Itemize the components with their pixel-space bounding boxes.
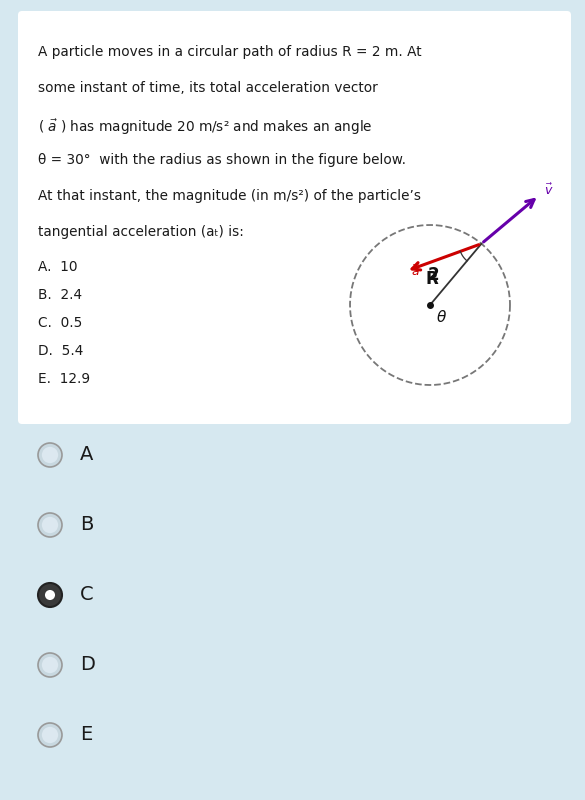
Circle shape (38, 513, 62, 537)
Text: E.  12.9: E. 12.9 (38, 372, 90, 386)
Circle shape (45, 590, 55, 600)
Text: A: A (80, 446, 94, 465)
Text: D.  5.4: D. 5.4 (38, 344, 84, 358)
Text: C: C (80, 586, 94, 605)
Text: $\theta$: $\theta$ (436, 309, 448, 325)
Circle shape (38, 723, 62, 747)
Text: B: B (80, 515, 94, 534)
Circle shape (38, 653, 62, 677)
Text: At that instant, the magnitude (in m/s²) of the particle’s: At that instant, the magnitude (in m/s²)… (38, 189, 421, 203)
Circle shape (38, 443, 62, 467)
Text: $\vec{v}$: $\vec{v}$ (544, 183, 553, 198)
Text: $\vec{a}$: $\vec{a}$ (411, 263, 421, 278)
Text: θ = 30°  with the radius as shown in the figure below.: θ = 30° with the radius as shown in the … (38, 153, 406, 167)
Text: D: D (80, 655, 95, 674)
Text: E: E (80, 726, 92, 745)
FancyBboxPatch shape (18, 11, 571, 424)
Text: tangential acceleration (aₜ) is:: tangential acceleration (aₜ) is: (38, 225, 244, 239)
Circle shape (42, 727, 58, 743)
Text: ( $\vec{a}$ ) has magnitude 20 m/s² and makes an angle: ( $\vec{a}$ ) has magnitude 20 m/s² and … (38, 117, 373, 137)
Text: A particle moves in a circular path of radius R = 2 m. At: A particle moves in a circular path of r… (38, 45, 422, 59)
Text: R: R (425, 270, 438, 288)
Circle shape (42, 517, 58, 533)
Circle shape (42, 447, 58, 463)
Circle shape (42, 657, 58, 673)
Text: A.  10: A. 10 (38, 260, 77, 274)
Text: some instant of time, its total acceleration vector: some instant of time, its total accelera… (38, 81, 378, 95)
Text: 2: 2 (428, 266, 439, 284)
Text: C.  0.5: C. 0.5 (38, 316, 82, 330)
Circle shape (38, 583, 62, 607)
Text: B.  2.4: B. 2.4 (38, 288, 82, 302)
